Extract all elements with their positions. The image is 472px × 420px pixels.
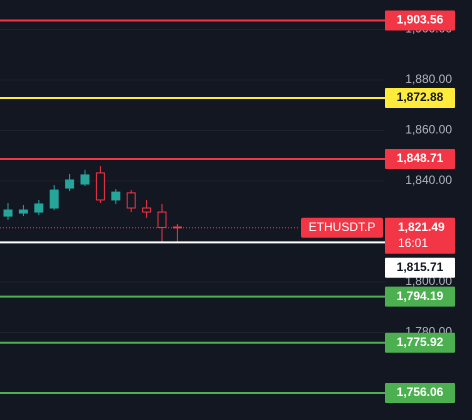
level-tag bbox=[385, 87, 455, 108]
level-label: 1,848.71 bbox=[397, 151, 444, 165]
countdown-label: 16:01 bbox=[398, 236, 428, 250]
level-tag bbox=[385, 332, 455, 353]
symbol-label: ETHUSDT.P bbox=[309, 220, 376, 234]
last-price-tag bbox=[385, 217, 455, 254]
candle-body bbox=[157, 211, 167, 228]
level-tag bbox=[385, 10, 455, 31]
candle-body bbox=[142, 207, 152, 213]
level-label: 1,794.19 bbox=[397, 289, 444, 303]
level-label: 1,872.88 bbox=[397, 90, 444, 104]
candle-body bbox=[49, 189, 59, 209]
y-tick-label: 1,840.00 bbox=[405, 173, 452, 187]
candle-body bbox=[34, 203, 44, 213]
last-price-label: 1,821.49 bbox=[398, 220, 445, 234]
y-tick-label: 1,860.00 bbox=[405, 123, 452, 137]
candle-body bbox=[126, 192, 136, 209]
level-tag bbox=[385, 257, 455, 278]
candle-body bbox=[80, 174, 90, 185]
symbol-tag bbox=[301, 217, 383, 238]
level-label: 1,815.71 bbox=[397, 260, 444, 274]
level-label: 1,756.06 bbox=[397, 385, 444, 399]
level-label: 1,775.92 bbox=[397, 335, 444, 349]
candle-body bbox=[111, 191, 121, 201]
candle-body bbox=[95, 172, 105, 201]
level-tag bbox=[385, 382, 455, 403]
y-tick-label: 1,880.00 bbox=[405, 72, 452, 86]
candle-body bbox=[3, 209, 13, 217]
level-label: 1,903.56 bbox=[397, 13, 444, 27]
level-tag bbox=[385, 286, 455, 307]
candle-body bbox=[18, 209, 28, 214]
level-tag bbox=[385, 149, 455, 170]
candle-body bbox=[65, 179, 75, 189]
